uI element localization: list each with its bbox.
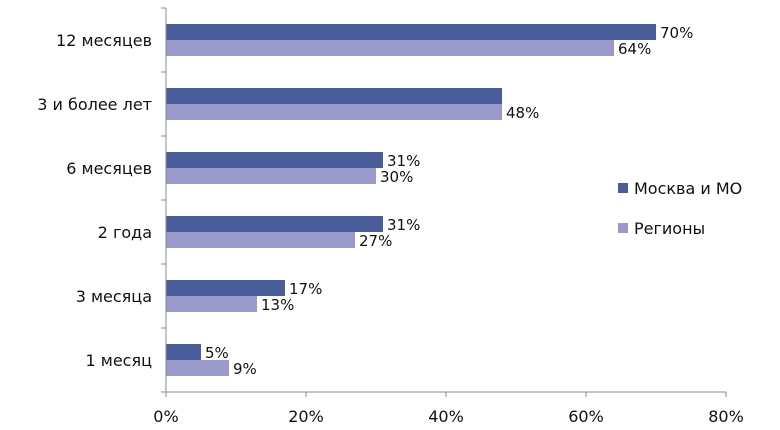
x-tick-label: 60% <box>568 407 604 426</box>
bar-regions <box>166 104 502 120</box>
x-tick-label: 20% <box>288 407 324 426</box>
legend-label-regions: Регионы <box>634 219 705 238</box>
bar-moscow <box>166 344 201 360</box>
bar-moscow <box>166 88 502 104</box>
bar-moscow <box>166 280 285 296</box>
bar-regions <box>166 296 257 312</box>
category-label: 1 месяц <box>86 351 153 370</box>
legend-swatch-moscow <box>618 183 628 193</box>
data-label: 13% <box>261 296 294 314</box>
bar-regions <box>166 232 355 248</box>
data-label: 31% <box>387 216 420 234</box>
legend-swatch-regions <box>618 223 628 233</box>
bar-regions <box>166 168 376 184</box>
bar-moscow <box>166 152 383 168</box>
data-label: 9% <box>233 360 257 378</box>
bar-regions <box>166 360 229 376</box>
data-label: 17% <box>289 280 322 298</box>
data-label: 5% <box>205 344 229 362</box>
data-label: 30% <box>380 168 413 186</box>
x-tick-label: 0% <box>153 407 178 426</box>
data-label: 70% <box>660 24 693 42</box>
bar-moscow <box>166 24 656 40</box>
data-label: 48% <box>506 104 539 122</box>
data-label: 64% <box>618 40 651 58</box>
data-label: 27% <box>359 232 392 250</box>
legend-label-moscow: Москва и МО <box>634 179 742 198</box>
x-tick-label: 40% <box>428 407 464 426</box>
category-label: 3 и более лет <box>37 95 152 114</box>
x-tick-label: 80% <box>708 407 744 426</box>
category-label: 3 месяца <box>76 287 152 306</box>
category-label: 6 месяцев <box>66 159 152 178</box>
data-label: 31% <box>387 152 420 170</box>
bar-moscow <box>166 216 383 232</box>
bar-regions <box>166 40 614 56</box>
category-label: 2 года <box>98 223 152 242</box>
category-label: 12 месяцев <box>56 31 152 50</box>
